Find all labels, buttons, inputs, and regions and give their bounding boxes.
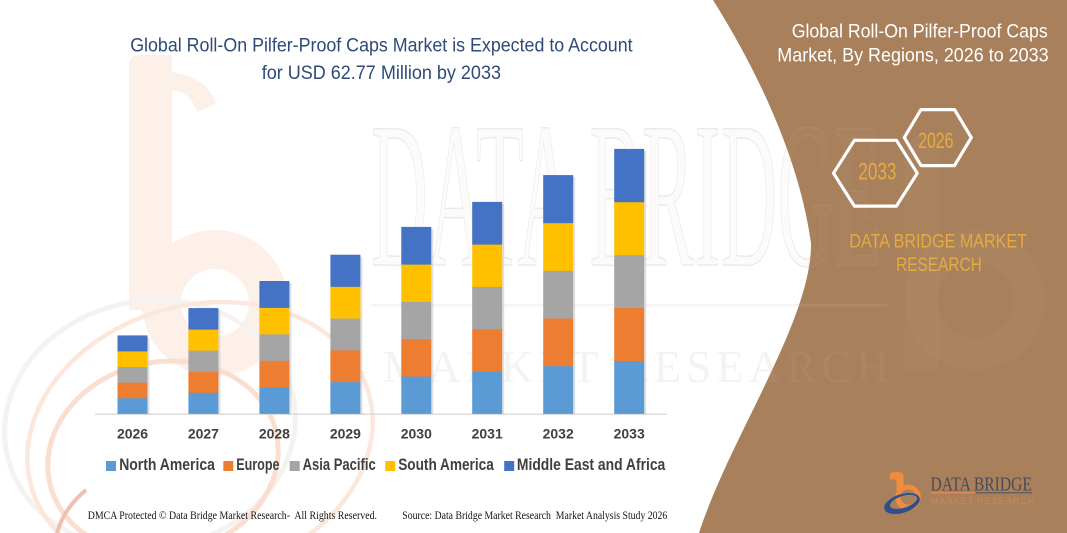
svg-text:North America: North America bbox=[119, 456, 216, 474]
svg-text:for USD 62.77 Million by 2033: for USD 62.77 Million by 2033 bbox=[262, 63, 501, 84]
svg-text:Global Roll-On Pilfer-Proof Ca: Global Roll-On Pilfer-Proof Caps bbox=[792, 20, 1048, 42]
svg-text:2028: 2028 bbox=[259, 426, 290, 442]
svg-text:Europe: Europe bbox=[236, 456, 279, 474]
svg-text:Source: Data Bridge Market Res: Source: Data Bridge Market Research Mark… bbox=[402, 508, 667, 522]
svg-text:2030: 2030 bbox=[401, 426, 432, 442]
svg-text:2031: 2031 bbox=[472, 426, 503, 442]
svg-text:Global Roll-On Pilfer-Proof Ca: Global Roll-On Pilfer-Proof Caps Market … bbox=[130, 36, 633, 57]
svg-text:2033: 2033 bbox=[858, 159, 896, 186]
svg-text:2032: 2032 bbox=[543, 426, 574, 442]
svg-text:MARKET RESEARCH: MARKET RESEARCH bbox=[931, 496, 1035, 507]
svg-text:RESEARCH: RESEARCH bbox=[896, 255, 982, 276]
svg-text:2033: 2033 bbox=[614, 426, 645, 442]
svg-text:Asia Pacific: Asia Pacific bbox=[303, 456, 376, 474]
svg-text:DATA BRIDGE MARKET: DATA BRIDGE MARKET bbox=[849, 232, 1027, 253]
svg-text:Market, By Regions, 2026 to 20: Market, By Regions, 2026 to 2033 bbox=[777, 45, 1048, 67]
svg-text:2026: 2026 bbox=[117, 426, 148, 442]
svg-text:DATA BRIDGE: DATA BRIDGE bbox=[931, 474, 1032, 495]
svg-text:Middle East and Africa: Middle East and Africa bbox=[517, 456, 666, 474]
svg-text:South America: South America bbox=[398, 456, 494, 474]
svg-text:2027: 2027 bbox=[188, 426, 219, 442]
svg-text:DMCA Protected © Data Bridge M: DMCA Protected © Data Bridge Market Rese… bbox=[88, 508, 377, 522]
svg-text:2029: 2029 bbox=[330, 426, 361, 442]
svg-text:2026: 2026 bbox=[918, 128, 953, 153]
